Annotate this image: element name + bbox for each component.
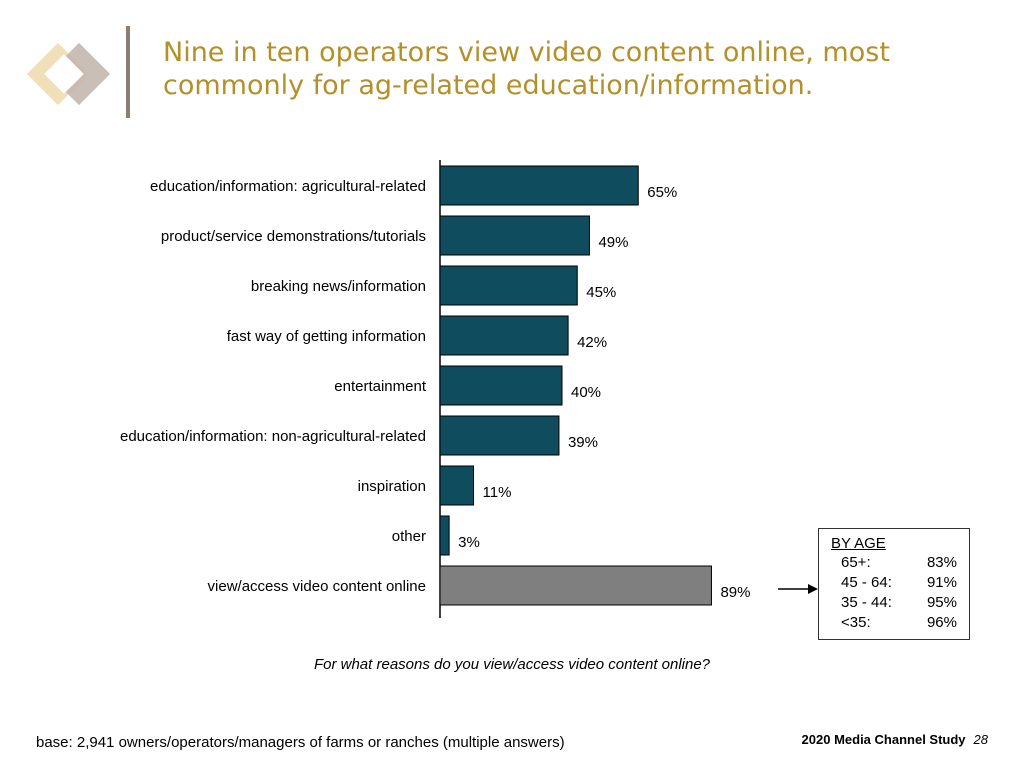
category-label: entertainment xyxy=(334,378,427,395)
bar xyxy=(439,165,639,206)
bar xyxy=(439,315,569,356)
title-line-2: commonly for ag-related education/inform… xyxy=(163,70,814,101)
by-age-value: 96% xyxy=(926,614,957,631)
category-label: education/information: non-agricultural-… xyxy=(120,428,426,445)
page-number: 28 xyxy=(973,732,988,747)
bar xyxy=(439,465,475,506)
title-line-1: Nine in ten operators view video content… xyxy=(163,37,890,68)
by-age-label: 35 - 44: xyxy=(841,594,892,611)
category-label: fast way of getting information xyxy=(227,328,426,345)
category-label: education/information: agricultural-rela… xyxy=(150,178,426,195)
value-label: 45% xyxy=(586,284,616,301)
bar xyxy=(439,415,560,456)
by-age-row: 35 - 44: 95% xyxy=(831,593,957,613)
by-age-label: <35: xyxy=(841,614,871,631)
category-label: view/access video content online xyxy=(208,578,426,595)
by-age-row: <35: 96% xyxy=(831,613,957,633)
by-age-row: 45 - 64: 91% xyxy=(831,573,957,593)
study-name: 2020 Media Channel Study xyxy=(801,732,966,747)
value-label: 42% xyxy=(577,334,607,351)
bar xyxy=(439,565,712,606)
by-age-heading: BY AGE xyxy=(831,535,886,552)
by-age-value: 83% xyxy=(926,554,957,571)
footer: 2020 Media Channel Study 28 xyxy=(802,732,988,747)
base-note: base: 2,941 owners/operators/managers of… xyxy=(36,734,565,751)
value-label: 40% xyxy=(571,384,601,401)
value-label: 65% xyxy=(647,184,677,201)
value-label: 49% xyxy=(598,234,628,251)
category-label: product/service demonstrations/tutorials xyxy=(161,228,426,245)
category-label: other xyxy=(392,528,426,545)
by-age-value: 95% xyxy=(926,594,957,611)
by-age-label: 65+: xyxy=(841,554,871,571)
page-title: Nine in ten operators view video content… xyxy=(163,36,983,102)
value-label: 3% xyxy=(458,534,480,551)
survey-question: For what reasons do you view/access vide… xyxy=(313,656,711,673)
bar xyxy=(439,365,563,406)
by-age-row: 65+: 83% xyxy=(831,553,957,573)
bar xyxy=(439,515,450,556)
arrow-head-icon xyxy=(808,584,818,594)
category-label: breaking news/information xyxy=(251,278,426,295)
by-age-box: BY AGE 65+: 83% 45 - 64: 91% 35 - 44: 95… xyxy=(818,528,970,640)
value-label: 89% xyxy=(720,584,750,601)
by-age-value: 91% xyxy=(926,574,957,591)
value-label: 39% xyxy=(568,434,598,451)
bar xyxy=(439,265,578,306)
bar xyxy=(439,215,590,256)
category-label: inspiration xyxy=(358,478,426,495)
title-divider xyxy=(126,26,130,118)
value-label: 11% xyxy=(483,484,512,501)
by-age-label: 45 - 64: xyxy=(841,574,892,591)
